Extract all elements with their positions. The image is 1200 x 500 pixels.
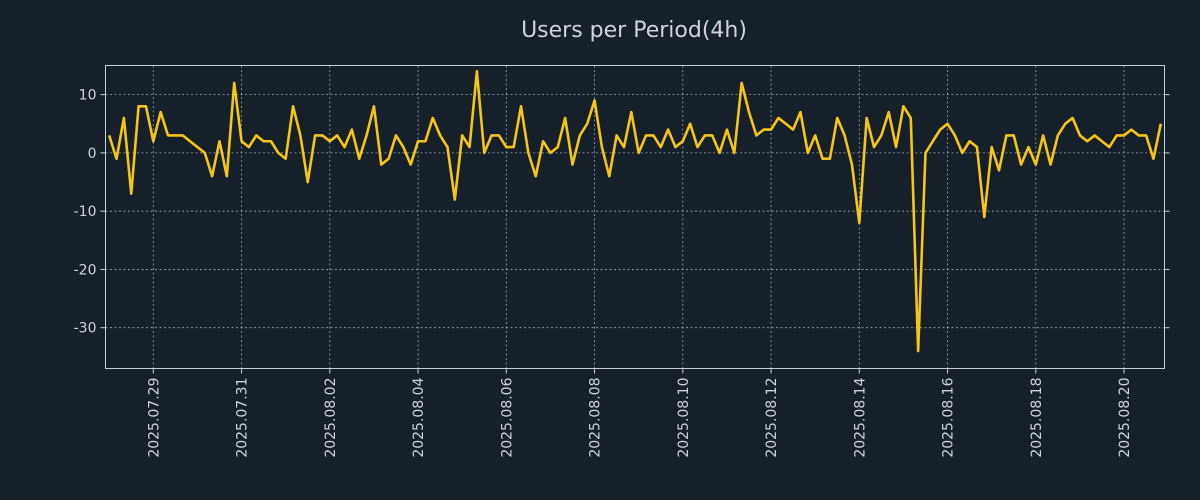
y-axis-tick-labels: 10 0 -10 -20 -30 (74, 88, 97, 337)
x-tick-label: 2025.07.31 (235, 378, 251, 458)
y-tick-label: -10 (74, 204, 97, 220)
y-tick-label: 10 (79, 88, 97, 104)
series-line (107, 70, 1163, 353)
grid-lines (105, 65, 1165, 369)
series-layer (107, 70, 1163, 353)
axis-ticks (100, 94, 1170, 374)
x-tick-label: 2025.07.29 (146, 378, 162, 458)
x-tick-label: 2025.08.12 (764, 378, 780, 458)
y-tick-label: 0 (88, 146, 97, 162)
y-tick-label: -20 (74, 262, 97, 278)
x-tick-label: 2025.08.04 (411, 377, 427, 457)
x-tick-label: 2025.08.18 (1029, 378, 1045, 458)
x-tick-label: 2025.08.02 (323, 378, 339, 458)
x-tick-label: 2025.08.20 (1117, 378, 1133, 458)
x-tick-label: 2025.08.10 (676, 378, 692, 458)
chart-title: Users per Period(4h) (521, 18, 747, 43)
x-tick-label: 2025.08.08 (588, 378, 604, 458)
x-tick-label: 2025.08.16 (941, 377, 957, 457)
plot-frame (105, 65, 1165, 369)
y-tick-label: -30 (74, 321, 97, 337)
x-axis-tick-labels: 2025.07.29 2025.07.31 2025.08.02 2025.08.04… (146, 377, 1133, 457)
x-tick-label: 2025.08.14 (852, 377, 868, 457)
x-tick-label: 2025.08.06 (499, 377, 515, 457)
